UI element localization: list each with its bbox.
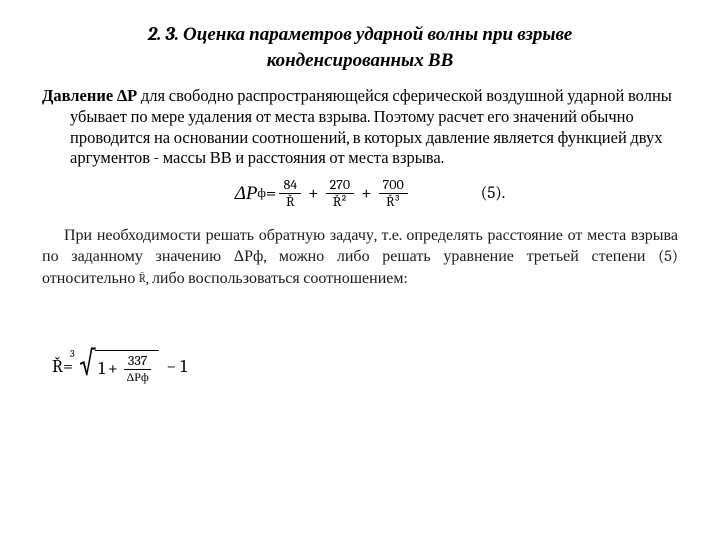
formula-2: Ř = 3 √ 1 + 337 ΔРф − 1 [52, 350, 678, 384]
f1-plus2: + [361, 182, 372, 204]
f1-eq: = [266, 182, 277, 204]
para2-post: , либо воспользоваться соотношением: [146, 269, 408, 287]
f1-term3: 700 Ř³ [379, 178, 408, 209]
f1-t3-num: 700 [379, 178, 408, 194]
f2-root-index: 3 [70, 348, 75, 360]
f1-lhs: ΔР [235, 182, 258, 205]
f2-num: 337 [124, 354, 152, 370]
title-line1: 2. 3. Оценка параметров ударной волны пр… [148, 23, 573, 45]
f1-t3-den: Ř³ [386, 194, 400, 209]
section-title: 2. 3. Оценка параметров ударной волны пр… [42, 22, 678, 73]
f1-label: (5). [481, 184, 506, 203]
f1-t1-den: Ř [286, 194, 295, 209]
f2-root: 3 √ 1 + 337 ΔРф [76, 350, 159, 384]
para1-rest: для свободно распространяющейся сферичес… [70, 87, 672, 168]
f1-plus1: + [308, 182, 319, 204]
f1-term1: 84 Ř [279, 178, 301, 209]
paragraph-1: Давление ΔР для свободно распространяюще… [42, 87, 678, 170]
f2-lhs: Ř [52, 356, 63, 377]
f2-plus: + [108, 358, 118, 379]
f2-den: ΔРф [127, 370, 149, 383]
f1-t2-num: 270 [326, 178, 354, 194]
para1-bold: Давление ΔР [42, 87, 137, 106]
title-line2: конденсированных ВВ [267, 49, 454, 71]
root-sign-icon: √ [79, 350, 95, 384]
paragraph-2: При необходимости решать обратную задачу… [42, 225, 678, 290]
para2-rbar: R̄ [139, 272, 146, 285]
f1-term2: 270 Ř² [326, 178, 354, 209]
f2-one: 1 [98, 358, 105, 379]
f2-minus: − 1 [166, 356, 186, 377]
f2-root-body: 1 + 337 ΔРф [95, 350, 159, 384]
f2-frac: 337 ΔРф [124, 354, 152, 383]
formula-1-row: ΔРф = 84 Ř + 270 Ř² + 700 Ř³ (5). [42, 178, 678, 209]
formula-1: ΔРф = 84 Ř + 270 Ř² + 700 Ř³ [235, 178, 411, 209]
f1-t2-den: Ř² [333, 194, 347, 209]
f1-lhs-sub: ф [257, 185, 265, 201]
f1-t1-num: 84 [279, 178, 301, 194]
